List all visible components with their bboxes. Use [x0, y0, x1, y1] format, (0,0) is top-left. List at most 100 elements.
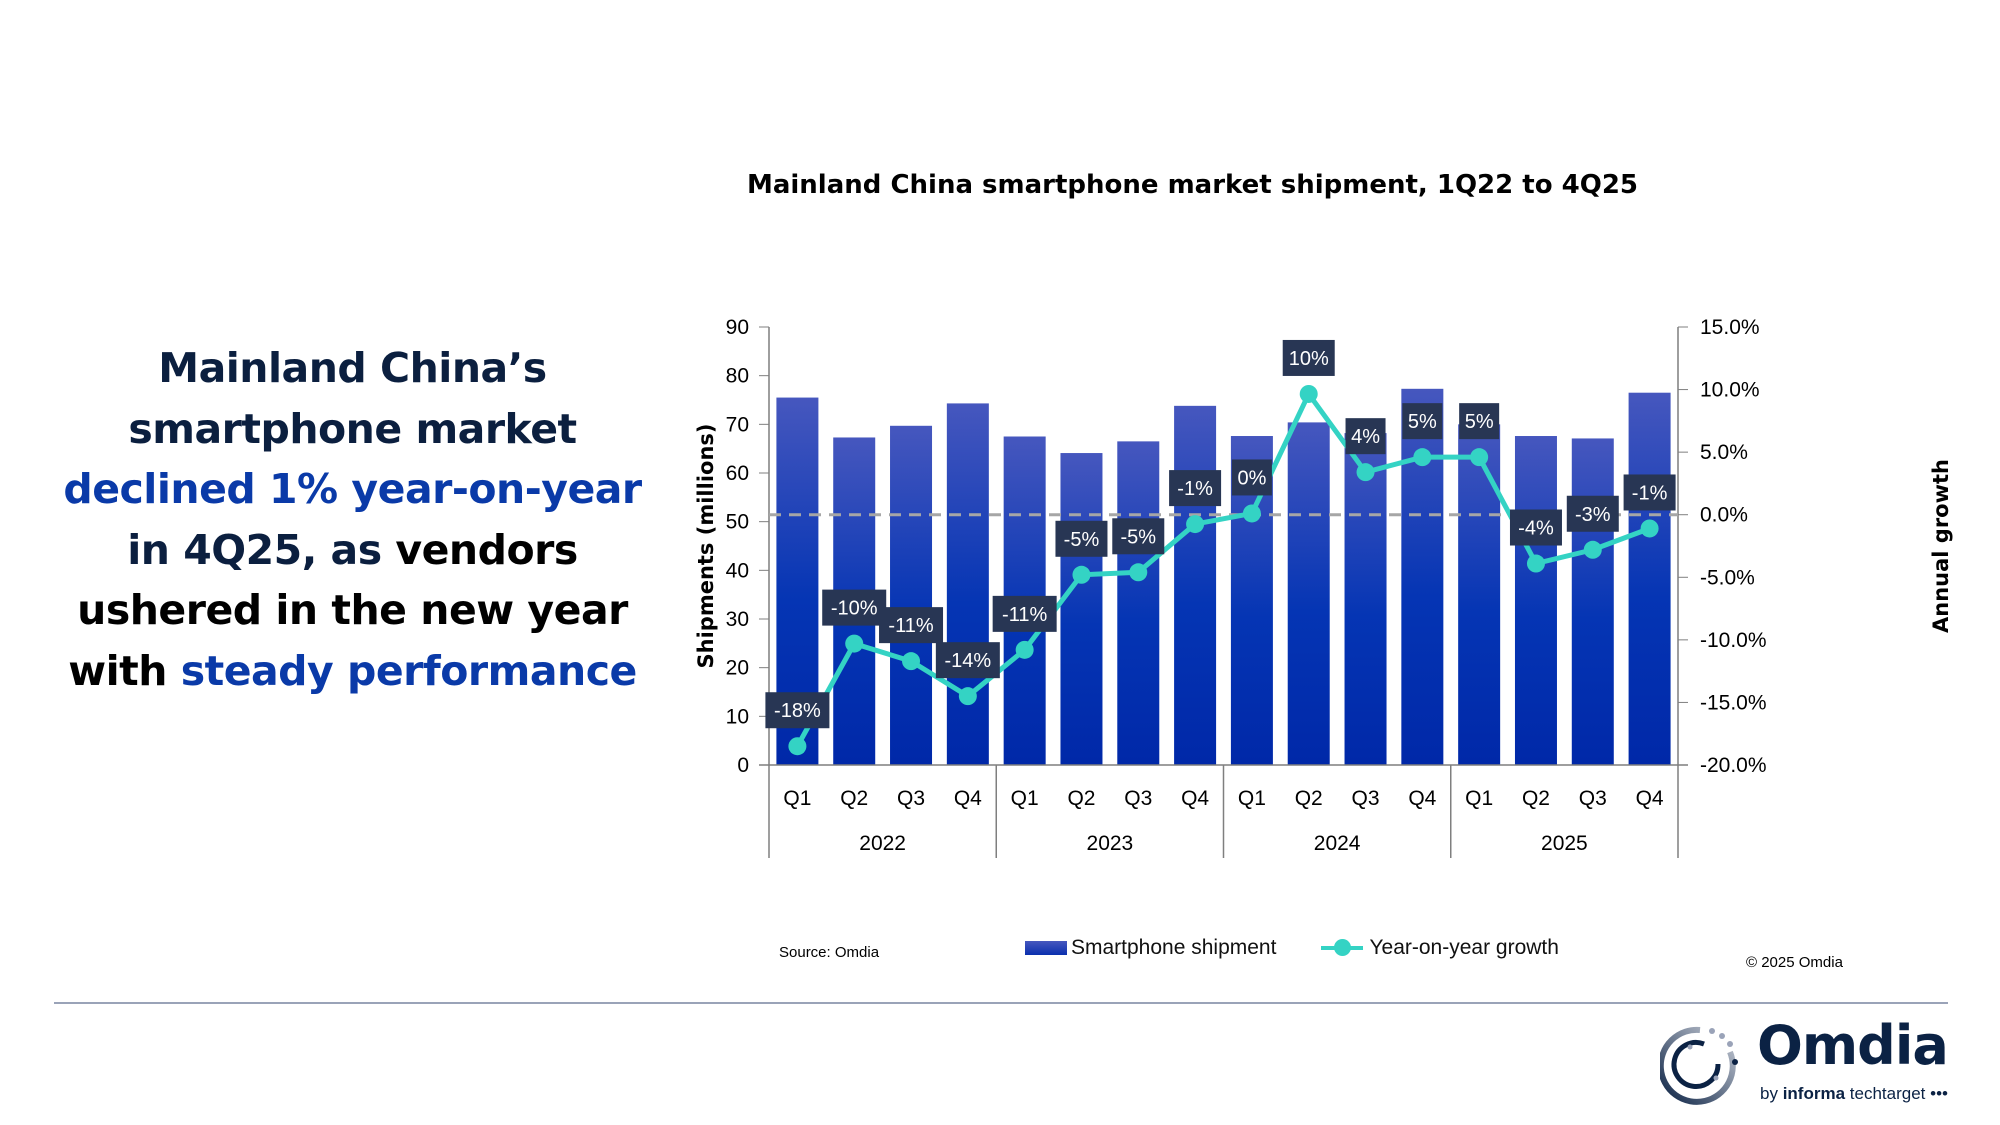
data-label-box	[1402, 403, 1443, 440]
data-label: -14%	[944, 650, 991, 672]
x-tick-label: Q4	[1408, 787, 1436, 810]
x-tick-label: Q2	[1295, 787, 1323, 810]
legend: Smartphone shipment Year-on-year growth	[1025, 936, 1559, 960]
bar-7	[1174, 405, 1217, 765]
y-tick-label: 50	[726, 511, 749, 534]
data-label-box	[992, 595, 1057, 632]
y-tick-label: 20	[726, 657, 749, 680]
y-tick-label: 80	[726, 365, 749, 388]
growth-point-2	[902, 652, 921, 671]
y2-tick-label: -20.0%	[1700, 754, 1767, 777]
growth-point-9	[1299, 384, 1318, 403]
y2-tick-label: 10.0%	[1700, 379, 1760, 402]
y2-tick-label: -15.0%	[1700, 691, 1767, 714]
year-label: 2023	[1087, 832, 1134, 855]
growth-point-15	[1640, 519, 1659, 538]
data-label-box	[1282, 339, 1335, 376]
growth-point-13	[1526, 554, 1545, 573]
growth-point-0	[788, 737, 807, 756]
data-label-box	[879, 607, 944, 644]
growth-point-5	[1072, 565, 1091, 584]
bar-2	[890, 425, 933, 765]
data-label-box	[822, 589, 887, 626]
y-tick-label: 10	[726, 705, 749, 728]
data-label-box	[765, 692, 830, 729]
copyright: © 2025 Omdia	[1746, 954, 1843, 971]
data-label-box	[1112, 518, 1165, 555]
data-label: 5%	[1465, 411, 1494, 433]
data-label: -4%	[1518, 518, 1554, 540]
x-tick-label: Q4	[1636, 787, 1664, 810]
bar-14	[1571, 438, 1614, 765]
bar-10	[1344, 433, 1387, 765]
headline-segment: in 4Q25, as	[127, 525, 396, 574]
growth-point-11	[1413, 448, 1432, 467]
growth-point-6	[1129, 563, 1148, 582]
data-label-box	[1231, 459, 1272, 496]
y2-tick-label: 15.0%	[1700, 316, 1760, 339]
data-label: -1%	[1177, 478, 1213, 500]
headline-segment: steady performance	[180, 646, 638, 695]
legend-label-growth: Year-on-year growth	[1369, 936, 1559, 959]
data-label: -10%	[831, 598, 878, 620]
headline-segment: Mainland China’s smartphone market	[128, 344, 577, 453]
y-axis-title: Shipments (millions)	[694, 424, 718, 669]
growth-point-4	[1015, 640, 1034, 659]
chart-title: Mainland China smartphone market shipmen…	[746, 170, 1639, 200]
y-tick-label: 30	[726, 608, 749, 631]
growth-point-12	[1470, 448, 1489, 467]
headline: Mainland China’s smartphone market decli…	[50, 338, 655, 701]
bar-9	[1287, 422, 1330, 765]
data-label-box	[1566, 495, 1619, 532]
growth-point-3	[958, 687, 977, 706]
headline-segment: vendors ushered in the new year with	[68, 525, 628, 695]
divider	[54, 1002, 1948, 1004]
logo-tagline: by informa techtarget •••	[1760, 1084, 1948, 1103]
x-tick-label: Q2	[1067, 787, 1095, 810]
data-label-box	[1345, 418, 1386, 455]
x-tick-label: Q2	[1522, 787, 1550, 810]
growth-point-14	[1583, 540, 1602, 559]
data-label: 4%	[1351, 426, 1380, 448]
x-tick-label: Q3	[1352, 787, 1380, 810]
x-tick-label: Q1	[1011, 787, 1039, 810]
bar-11	[1401, 388, 1444, 765]
y2-tick-label: -5.0%	[1700, 566, 1755, 589]
bar-13	[1514, 436, 1557, 765]
data-label: -11%	[888, 615, 933, 637]
data-label: 0%	[1237, 467, 1266, 489]
data-label-box	[1169, 470, 1222, 507]
data-label: -5%	[1064, 529, 1100, 551]
data-label-box	[1623, 474, 1676, 511]
bar-3	[946, 403, 989, 765]
data-label: -11%	[1002, 604, 1047, 626]
x-tick-label: Q4	[1181, 787, 1209, 810]
bar-6	[1117, 441, 1160, 765]
data-label: -3%	[1575, 504, 1611, 526]
y-tick-label: 40	[726, 559, 749, 582]
y-tick-label: 60	[726, 462, 749, 485]
x-tick-label: Q4	[954, 787, 982, 810]
growth-point-7	[1186, 515, 1205, 534]
omdia-logo: Omdia by informa techtarget •••	[1660, 1014, 1960, 1112]
x-tick-label: Q1	[1465, 787, 1493, 810]
y2-tick-label: 0.0%	[1700, 504, 1748, 527]
data-label-box	[935, 642, 1000, 679]
data-label: 10%	[1289, 348, 1329, 370]
x-tick-label: Q3	[1579, 787, 1607, 810]
headline-segment: declined 1% year-on-year	[63, 465, 642, 513]
data-label-box	[1459, 403, 1500, 440]
year-label: 2025	[1541, 832, 1588, 855]
x-tick-label: Q1	[783, 787, 811, 810]
growth-point-1	[845, 634, 864, 653]
x-tick-label: Q2	[840, 787, 868, 810]
y-tick-label: 90	[726, 316, 749, 339]
x-tick-label: Q3	[1124, 787, 1152, 810]
growth-point-10	[1356, 463, 1375, 482]
year-label: 2024	[1314, 832, 1361, 855]
year-label: 2022	[859, 832, 906, 855]
y2-tick-label: -10.0%	[1700, 629, 1767, 652]
data-label: 5%	[1408, 411, 1437, 433]
bar-5	[1060, 453, 1103, 765]
